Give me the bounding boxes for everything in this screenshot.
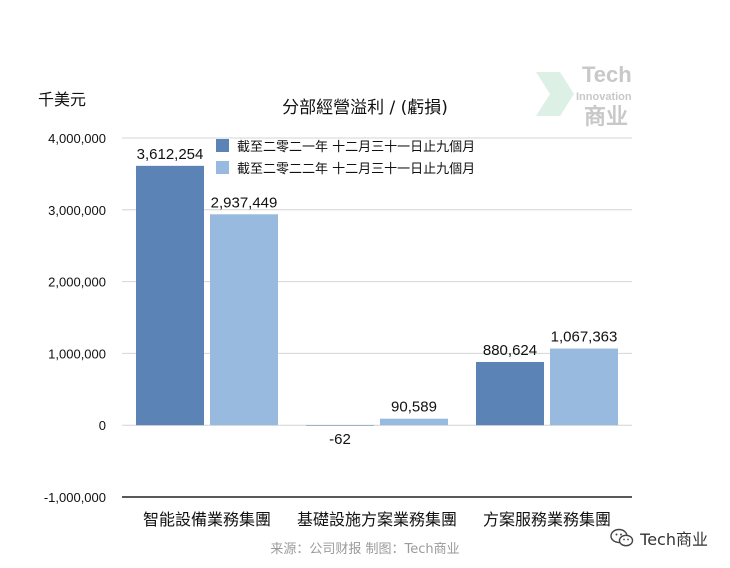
legend-label-2021: 截至二零二一年 十二月三十一日止九個月: [237, 139, 476, 155]
y-tick-label: 3,000,000: [48, 203, 106, 218]
data-label: 1,067,363: [551, 329, 618, 346]
y-unit-label: 千美元: [38, 90, 87, 109]
legend: 截至二零二一年 十二月三十一日止九個月 截至二零二二年 十二月三十一日止九個月: [216, 134, 475, 178]
legend-item-2022: 截至二零二二年 十二月三十一日止九個月: [216, 156, 475, 178]
source-footer: 来源：公司财报 制图：Tech商业: [270, 542, 460, 557]
wechat-label: Tech商业: [640, 530, 708, 549]
x-category-label: 方案服務業務集團: [483, 510, 611, 529]
legend-label-2022: 截至二零二二年 十二月三十一日止九個月: [237, 161, 476, 177]
y-tick-label: 1,000,000: [48, 346, 106, 361]
data-label: 90,589: [391, 399, 437, 416]
bar: [306, 425, 374, 426]
watermark-line1: Tech: [582, 62, 632, 87]
y-tick-label: 2,000,000: [48, 275, 106, 290]
y-tick-label: 4,000,000: [48, 131, 106, 146]
watermark-arrow-icon: [536, 72, 574, 116]
watermark-line2: Innovation: [576, 91, 632, 103]
legend-item-2021: 截至二零二一年 十二月三十一日止九個月: [216, 134, 475, 156]
bar: [136, 165, 204, 426]
bar: [380, 418, 448, 426]
x-category-label: 基礎設施方案業務集團: [297, 510, 457, 529]
wechat-icon: [610, 528, 634, 547]
wechat-badge: Tech商业: [610, 526, 708, 550]
y-tick-label: 0: [99, 418, 106, 433]
y-tick-label: -1,000,000: [44, 490, 106, 505]
bar: [210, 214, 278, 426]
chart-title: 分部經營溢利 / (虧損): [282, 98, 448, 118]
data-label: 3,612,254: [137, 146, 204, 163]
data-label: 880,624: [483, 342, 537, 359]
x-category-label: 智能設備業務集團: [143, 510, 271, 529]
data-label: 2,937,449: [211, 194, 278, 211]
bar: [476, 361, 544, 426]
watermark-line3: 商业: [584, 104, 628, 128]
legend-swatch-2022: [216, 160, 229, 174]
bar: [550, 348, 618, 426]
data-label: -62: [329, 431, 351, 448]
watermark-logo: Tech Innovation 商业: [536, 62, 632, 128]
legend-swatch-2021: [216, 138, 229, 152]
